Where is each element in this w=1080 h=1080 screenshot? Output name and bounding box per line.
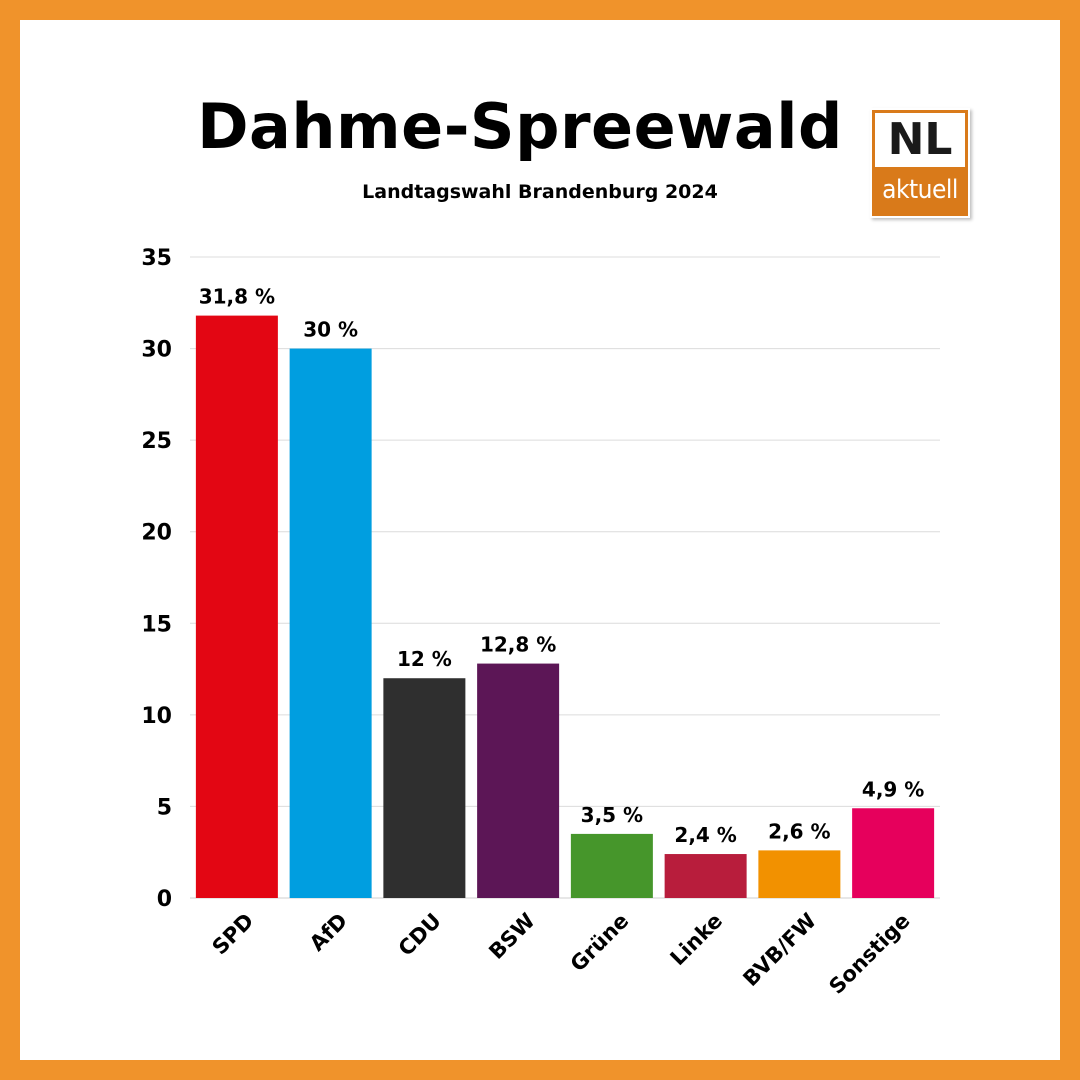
bars [195, 315, 935, 899]
data-label: 12 % [397, 647, 452, 671]
x-tick-label: SPD [208, 909, 259, 960]
y-tick-label: 20 [141, 521, 172, 546]
y-tick-label: 30 [141, 338, 172, 363]
x-tick-label: BVB/FW [738, 909, 820, 991]
x-tick-label: AfD [305, 909, 352, 956]
data-label: 12,8 % [480, 633, 556, 657]
data-label: 31,8 % [199, 285, 275, 309]
bar-linke [664, 854, 747, 898]
data-label: 3,5 % [581, 803, 643, 827]
logo-bottom-text: aktuell [872, 170, 968, 216]
chart-subtitle: Landtagswahl Brandenburg 2024 [362, 181, 718, 203]
y-tick-label: 10 [141, 704, 172, 729]
data-label: 2,4 % [674, 823, 736, 847]
y-tick-label: 15 [141, 612, 172, 637]
x-tick-label: Linke [666, 909, 728, 971]
x-tick-label: Grüne [566, 909, 634, 977]
data-labels: 31,8 % 30 % 12 % 12,8 % 3,5 % 2,4 % 2,6 % 4,9 % [199, 285, 925, 847]
bar-sonstige [852, 808, 935, 898]
bar-gr-ne [570, 833, 653, 898]
data-label: 2,6 % [768, 819, 830, 843]
bar-cdu [383, 678, 466, 898]
x-tick-label: BSW [484, 909, 539, 964]
bar-bvb-fw [758, 850, 841, 898]
data-label: 4,9 % [862, 777, 924, 801]
chart-title: Dahme-Spreewald [197, 90, 843, 163]
nl-aktuell-logo: NL aktuell [870, 108, 970, 218]
bar-bsw [477, 663, 560, 898]
y-tick-label: 5 [157, 795, 172, 820]
data-label: 30 % [303, 318, 358, 342]
bar-spd [195, 315, 278, 898]
bar-afd [289, 348, 372, 899]
y-tick-label: 0 [157, 887, 172, 912]
logo-top-text: NL [872, 110, 968, 170]
x-axis-labels: SPD AfD CDU BSW Grüne Linke BVB/FW Sonstige [208, 909, 915, 999]
x-tick-label: Sonstige [824, 909, 914, 999]
x-tick-label: CDU [394, 909, 446, 961]
y-axis-ticks: 0 5 10 15 20 25 30 35 [141, 246, 172, 912]
y-tick-label: 25 [141, 429, 172, 454]
y-tick-label: 35 [141, 246, 172, 271]
